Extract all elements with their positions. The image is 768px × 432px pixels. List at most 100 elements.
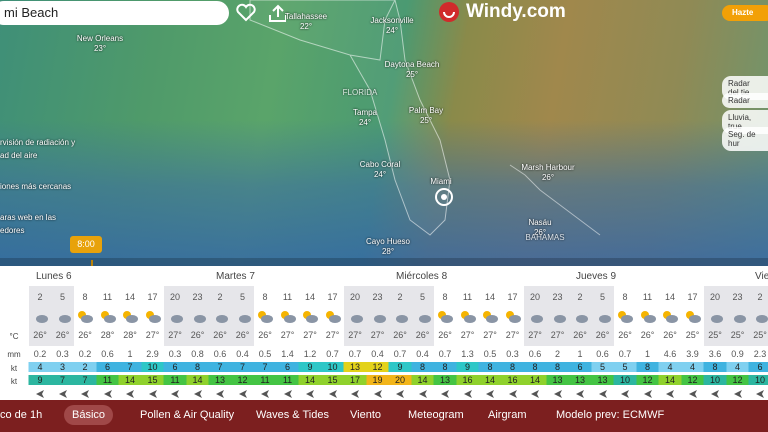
menu-item[interactable]: ad del aire xyxy=(0,151,38,160)
temperature: 26° xyxy=(235,330,250,340)
gust: 16 xyxy=(456,375,479,385)
temperature: 27° xyxy=(303,330,317,340)
wind: 7 xyxy=(231,362,254,372)
time-badge[interactable]: 8:00 xyxy=(70,236,102,253)
tab[interactable]: Waves & Tides xyxy=(256,409,329,421)
day-label: Jueves 9 xyxy=(576,271,617,282)
weather-icon xyxy=(396,315,408,323)
weather-icon xyxy=(303,311,318,323)
logo-text: Windy.com xyxy=(466,1,566,22)
gust: 13 xyxy=(568,375,592,385)
rain: 0.6 xyxy=(101,349,114,359)
rain: 0.7 xyxy=(326,349,339,359)
temperature: 26° xyxy=(438,330,452,340)
forecast-table: Lunes 6 Martes 7 Miércoles 8 Jueves 9 Vi… xyxy=(0,266,768,400)
weather-icon xyxy=(58,315,71,323)
interval[interactable]: co de 1h xyxy=(0,409,43,421)
logo[interactable]: Windy.com xyxy=(438,1,566,23)
gust: 7 xyxy=(73,375,97,385)
wind: 5 xyxy=(591,362,614,372)
tab[interactable]: Meteogram xyxy=(408,409,464,421)
row-label: mm xyxy=(7,350,21,359)
weather-icon xyxy=(258,311,273,323)
rain: 0.2 xyxy=(33,349,47,359)
menu-item[interactable]: iones más cercanas xyxy=(0,182,72,191)
gust: 12 xyxy=(726,375,749,385)
menu-item[interactable]: aras web en las xyxy=(0,213,57,222)
wind-arrow xyxy=(508,390,517,398)
temperature: 27° xyxy=(145,330,160,340)
wind: 4 xyxy=(726,362,749,372)
rain: 0.5 xyxy=(258,349,272,359)
gust: 15 xyxy=(141,375,164,385)
wind: 6 xyxy=(163,362,187,372)
wind-arrow xyxy=(553,390,562,398)
rain: 0.4 xyxy=(236,349,249,359)
premium-button[interactable]: Hazte xyxy=(722,5,768,21)
gust: 16 xyxy=(501,375,524,385)
rain: 0.6 xyxy=(528,349,542,359)
bottom-bar: co de 1h Básico Pollen & Air Quality Wav… xyxy=(0,400,768,432)
tab[interactable]: Airgram xyxy=(488,409,527,421)
hour: 14 xyxy=(664,292,675,302)
weather-icon xyxy=(438,311,453,323)
hour: 2 xyxy=(217,292,223,302)
wind: 10 xyxy=(321,362,344,372)
wind: 8 xyxy=(501,362,524,372)
weather-icon xyxy=(171,315,183,323)
weather-icon xyxy=(663,311,678,323)
day-label: Lunes 6 xyxy=(36,271,72,282)
menu-item[interactable]: rvisión de radiación y xyxy=(0,138,76,147)
gust: 19 xyxy=(366,375,389,385)
wind: 7 xyxy=(118,362,142,372)
wind-arrow xyxy=(103,390,112,398)
temperature: 26° xyxy=(618,330,632,340)
gust: 11 xyxy=(276,375,299,385)
tab[interactable]: Viento xyxy=(350,409,381,421)
wind-arrow xyxy=(688,390,697,398)
wind-arrow xyxy=(126,390,134,398)
gust: 10 xyxy=(613,375,637,385)
city: Marsh Harbour 26° xyxy=(521,163,575,182)
temperature: 26° xyxy=(258,330,272,340)
hour: 23 xyxy=(192,292,203,302)
hour: 11 xyxy=(642,292,653,302)
toolbar-icons[interactable] xyxy=(236,3,286,23)
gust: 15 xyxy=(321,375,344,385)
rain: 1 xyxy=(644,349,650,359)
rain: 0.5 xyxy=(483,349,497,359)
gust: 7 xyxy=(51,375,74,385)
layer-button[interactable]: Seg. de hur xyxy=(722,127,768,151)
wind: 5 xyxy=(613,362,637,372)
temperature: 25° xyxy=(730,330,745,340)
hour: 2 xyxy=(757,292,763,302)
wind: 4 xyxy=(658,362,682,372)
wind: 8 xyxy=(523,362,547,372)
wind: 6 xyxy=(96,362,119,372)
timeline[interactable] xyxy=(0,258,768,266)
temperature: 26° xyxy=(190,330,205,340)
map[interactable]: New Orleans 23° Tallahassee 22° Jacksonvil… xyxy=(0,0,768,266)
city: New Orleans 23° xyxy=(76,34,124,53)
hour: 5 xyxy=(59,292,65,302)
tab[interactable]: Pollen & Air Quality xyxy=(140,409,235,421)
hour: 14 xyxy=(304,292,315,302)
gust: 12 xyxy=(681,375,704,385)
model[interactable]: Modelo prev: ECMWF xyxy=(556,409,665,421)
wind: 7 xyxy=(208,362,232,372)
menu-item[interactable]: edores xyxy=(0,226,25,235)
layer-button[interactable]: Radar xyxy=(722,93,768,108)
wind-arrow xyxy=(711,390,719,398)
gust: 14 xyxy=(411,375,434,385)
wind: 6 xyxy=(748,362,768,372)
weather-icon xyxy=(123,311,138,323)
weather-icon xyxy=(618,311,633,323)
search-box[interactable]: mi Beach xyxy=(0,1,229,25)
rain: 1 xyxy=(577,349,583,359)
wind: 8 xyxy=(186,362,209,372)
wind-arrow xyxy=(486,390,494,398)
wind: 2 xyxy=(73,362,97,372)
gust: 12 xyxy=(231,375,254,385)
tab[interactable]: Básico xyxy=(64,405,114,425)
wind-arrow xyxy=(193,390,202,398)
